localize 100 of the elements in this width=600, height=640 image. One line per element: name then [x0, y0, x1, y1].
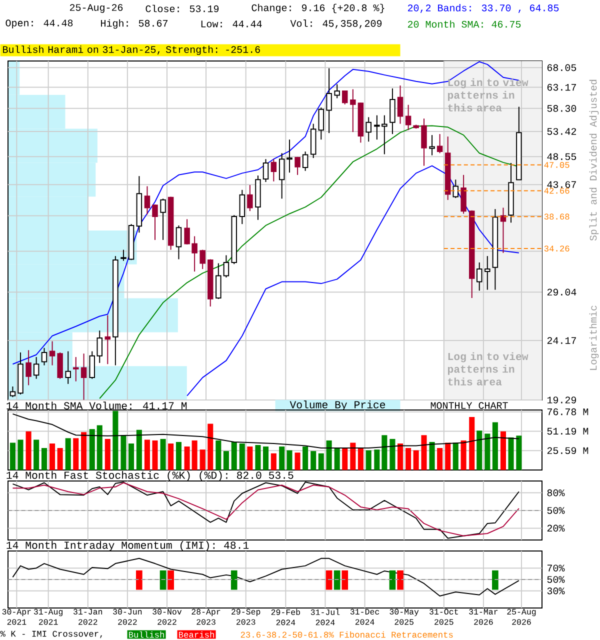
candlestick: [405, 104, 412, 131]
ref-line-label: 42.66: [544, 188, 570, 194]
candlestick: [160, 198, 166, 240]
candlestick: [200, 249, 206, 270]
bar: [247, 446, 253, 470]
candlestick: [176, 224, 182, 260]
y-tick-label: 51.19 M: [547, 428, 588, 435]
chart-subtitle: Bullish Harami on 31-Jan-25, Strength: -251.6: [3, 46, 260, 55]
legend-title: % K - IMI Crossover,: [0, 630, 102, 638]
bar: [144, 440, 150, 470]
bar: [397, 443, 404, 470]
y-tick-label: 58.30: [547, 105, 576, 112]
bar: [18, 440, 24, 470]
annotation: Log in to view patterns in this area: [448, 352, 528, 386]
bar: [239, 443, 245, 470]
ref-line-label: 47.05: [544, 162, 570, 168]
candlestick: [41, 347, 48, 366]
bar: [160, 438, 166, 470]
y-tick-label: 48.55: [547, 153, 576, 160]
text: 23.6-38.2-50-61.8% Fibonacci Retracements: [240, 631, 453, 638]
y-tick-label: 30%: [547, 588, 565, 594]
candlestick: [366, 116, 372, 142]
y-tick-label: 50%: [547, 576, 565, 583]
y-tick-label: 70%: [547, 564, 565, 572]
bar: [437, 448, 443, 470]
candlestick: [247, 184, 253, 212]
candlestick: [80, 353, 87, 400]
y-tick-label: 43.67: [547, 181, 576, 188]
ref-line-label: 34.26: [544, 246, 570, 252]
candlestick: [350, 88, 356, 133]
bar: [366, 450, 372, 470]
y-tick-label: 24.17: [547, 337, 576, 344]
bar: [176, 442, 182, 470]
bar: [342, 448, 348, 470]
candlestick: [318, 107, 324, 140]
y-tick-label: 20%: [547, 524, 565, 532]
candlestick: [216, 262, 222, 300]
candlestick: [302, 151, 308, 172]
x-tick-label: 30-May 2025: [390, 608, 419, 625]
candlestick: [65, 350, 71, 384]
bar: [390, 438, 396, 470]
bar: [476, 430, 482, 470]
x-tick-label: 31-Jan 2022: [74, 608, 102, 625]
candlestick: [239, 189, 246, 225]
candlestick: [104, 314, 111, 365]
candlestick: [262, 158, 269, 183]
candlestick: [33, 356, 40, 380]
bar: [128, 443, 134, 470]
chart-title: 14 Month SMA Volume: 41.17 M: [6, 402, 187, 410]
bar: [406, 448, 412, 470]
bar: [208, 424, 214, 470]
x-tick-label: 29-Sep 2023: [232, 608, 260, 625]
bar: [89, 429, 95, 470]
bar: [445, 442, 451, 470]
candlestick: [484, 256, 490, 290]
bar: [286, 450, 292, 470]
candlestick: [120, 249, 126, 262]
candlestick: [73, 356, 79, 382]
bar: [358, 448, 364, 470]
bar: [484, 434, 490, 470]
bar: [302, 446, 308, 470]
bar: [73, 438, 79, 470]
y-tick-label: 80%: [547, 489, 565, 496]
y-axis-title: Split and Dividend Adjusted: [589, 80, 599, 241]
candlestick: [326, 68, 332, 134]
text: Vol: 45,358,209: [290, 20, 382, 29]
bar: [452, 442, 458, 470]
text: 25-Aug-26: [70, 4, 123, 13]
bar: [326, 440, 332, 470]
bar: [231, 442, 237, 470]
candlestick: [460, 174, 466, 214]
bar: [279, 446, 285, 470]
text: Close: 53.19: [146, 4, 219, 12]
bar: [413, 450, 419, 470]
line-series: [12, 558, 520, 597]
candlestick: [421, 118, 427, 166]
bar: [120, 435, 126, 470]
bar: [136, 430, 142, 470]
bar: [294, 452, 300, 470]
x-tick-label: 31-Aug 2021: [34, 608, 62, 625]
candlestick: [286, 139, 292, 174]
bar: [334, 448, 340, 470]
x-tick-label: 30-Nov 2022: [152, 608, 182, 625]
bar: [492, 422, 498, 470]
bar: [216, 440, 222, 470]
bar: [516, 436, 522, 470]
chart-title: 14 Month Intraday Momentum (IMI): 48.1: [6, 541, 249, 551]
bar: [460, 440, 466, 470]
text: Open: 44.48: [6, 20, 73, 28]
candlestick: [144, 186, 150, 215]
candlestick: [397, 85, 404, 124]
bar: [104, 438, 110, 470]
candlestick: [49, 340, 56, 366]
y-tick-label: 68.05: [547, 64, 576, 72]
y-tick-label: 50%: [547, 507, 565, 514]
x-tick-label: 30-Jun 2022: [113, 608, 142, 625]
candlestick: [390, 88, 396, 135]
x-tick-label: 29-Feb 2024: [271, 608, 300, 626]
x-tick-label: 30-Apr 2021: [2, 608, 31, 625]
bar: [96, 425, 102, 470]
